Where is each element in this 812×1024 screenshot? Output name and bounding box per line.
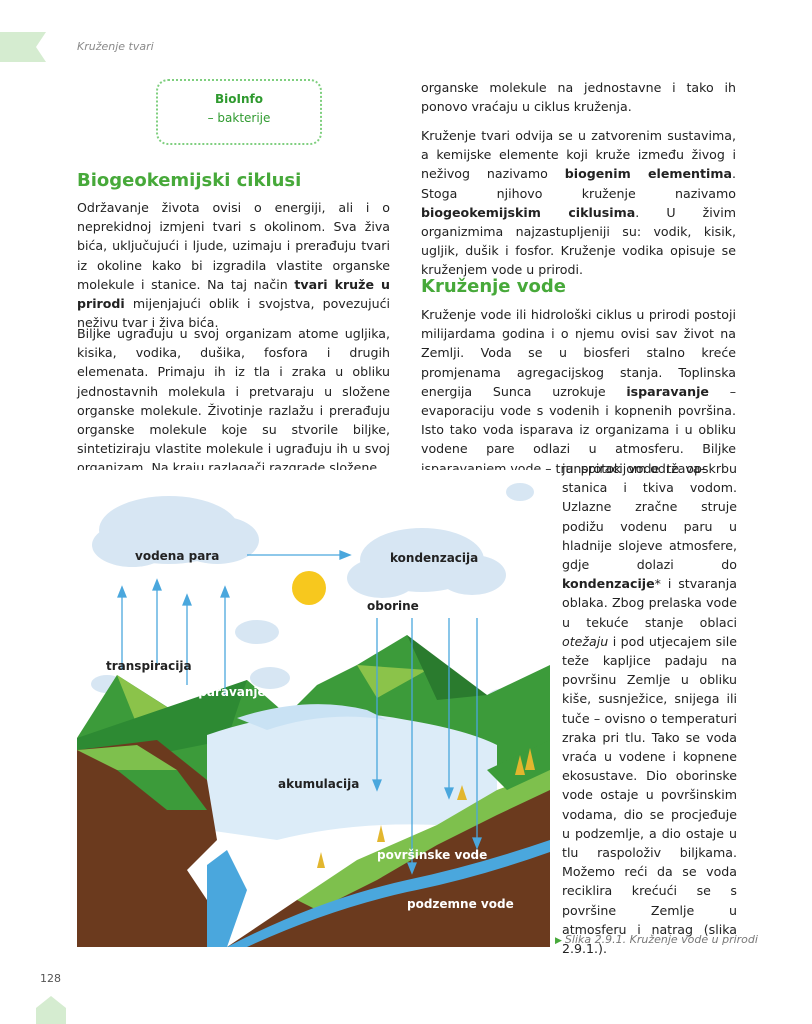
sun-icon bbox=[292, 571, 326, 605]
label-evaporation: isparavanje bbox=[187, 685, 266, 699]
label-vapor: vodena para bbox=[135, 549, 219, 563]
section-title-water-cycle: Kruženje vode bbox=[421, 276, 566, 297]
running-head: Kruženje tvari bbox=[77, 40, 154, 53]
figure-caption: ▶ Slika 2.9.1. Kruženje vode u prirodi bbox=[555, 933, 758, 946]
bioinfo-box[interactable]: BioInfo – bakterije bbox=[156, 79, 322, 145]
label-transpiration: transpiracija bbox=[106, 659, 192, 673]
paragraph-plants: Biljke ugrađuju u svoj organizam atome u… bbox=[77, 326, 390, 476]
page-number: 128 bbox=[40, 972, 61, 985]
bioinfo-subtitle: – bakterije bbox=[207, 111, 271, 125]
label-condensation: kondenzacija bbox=[390, 551, 478, 565]
cloud-icon bbox=[347, 528, 506, 598]
section-title-biogeochemical: Biogeokemijski ciklusi bbox=[77, 170, 302, 191]
cloud-icon bbox=[92, 496, 259, 567]
bottom-tab-marker bbox=[36, 996, 66, 1024]
paragraph-continued: organske molekule na jednostavne i tako … bbox=[421, 80, 736, 115]
label-groundwater: podzemne vode bbox=[407, 897, 514, 911]
section-tab-marker bbox=[0, 32, 46, 62]
paragraph-intro: Održavanje života ovisi o energiji, ali … bbox=[77, 200, 390, 331]
label-precipitation: oborine bbox=[367, 599, 419, 613]
paragraph-water-cycle: Kruženje vode ili hidrološki ciklus u pr… bbox=[421, 307, 736, 476]
label-accumulation: akumulacija bbox=[278, 777, 359, 791]
caption-triangle-icon: ▶ bbox=[555, 936, 562, 946]
label-surface-water: površinske vode bbox=[377, 848, 487, 862]
paragraph-biogenic-elements: Kruženje tvari odvija se u zatvorenim su… bbox=[421, 128, 736, 278]
paragraph-water-cycle-wrap: ju protok vode te opskrbu stanica i tkiv… bbox=[562, 461, 737, 957]
water-cycle-figure: vodena para kondenzacija oborine transpi… bbox=[77, 470, 550, 947]
bioinfo-title: BioInfo bbox=[215, 92, 263, 106]
